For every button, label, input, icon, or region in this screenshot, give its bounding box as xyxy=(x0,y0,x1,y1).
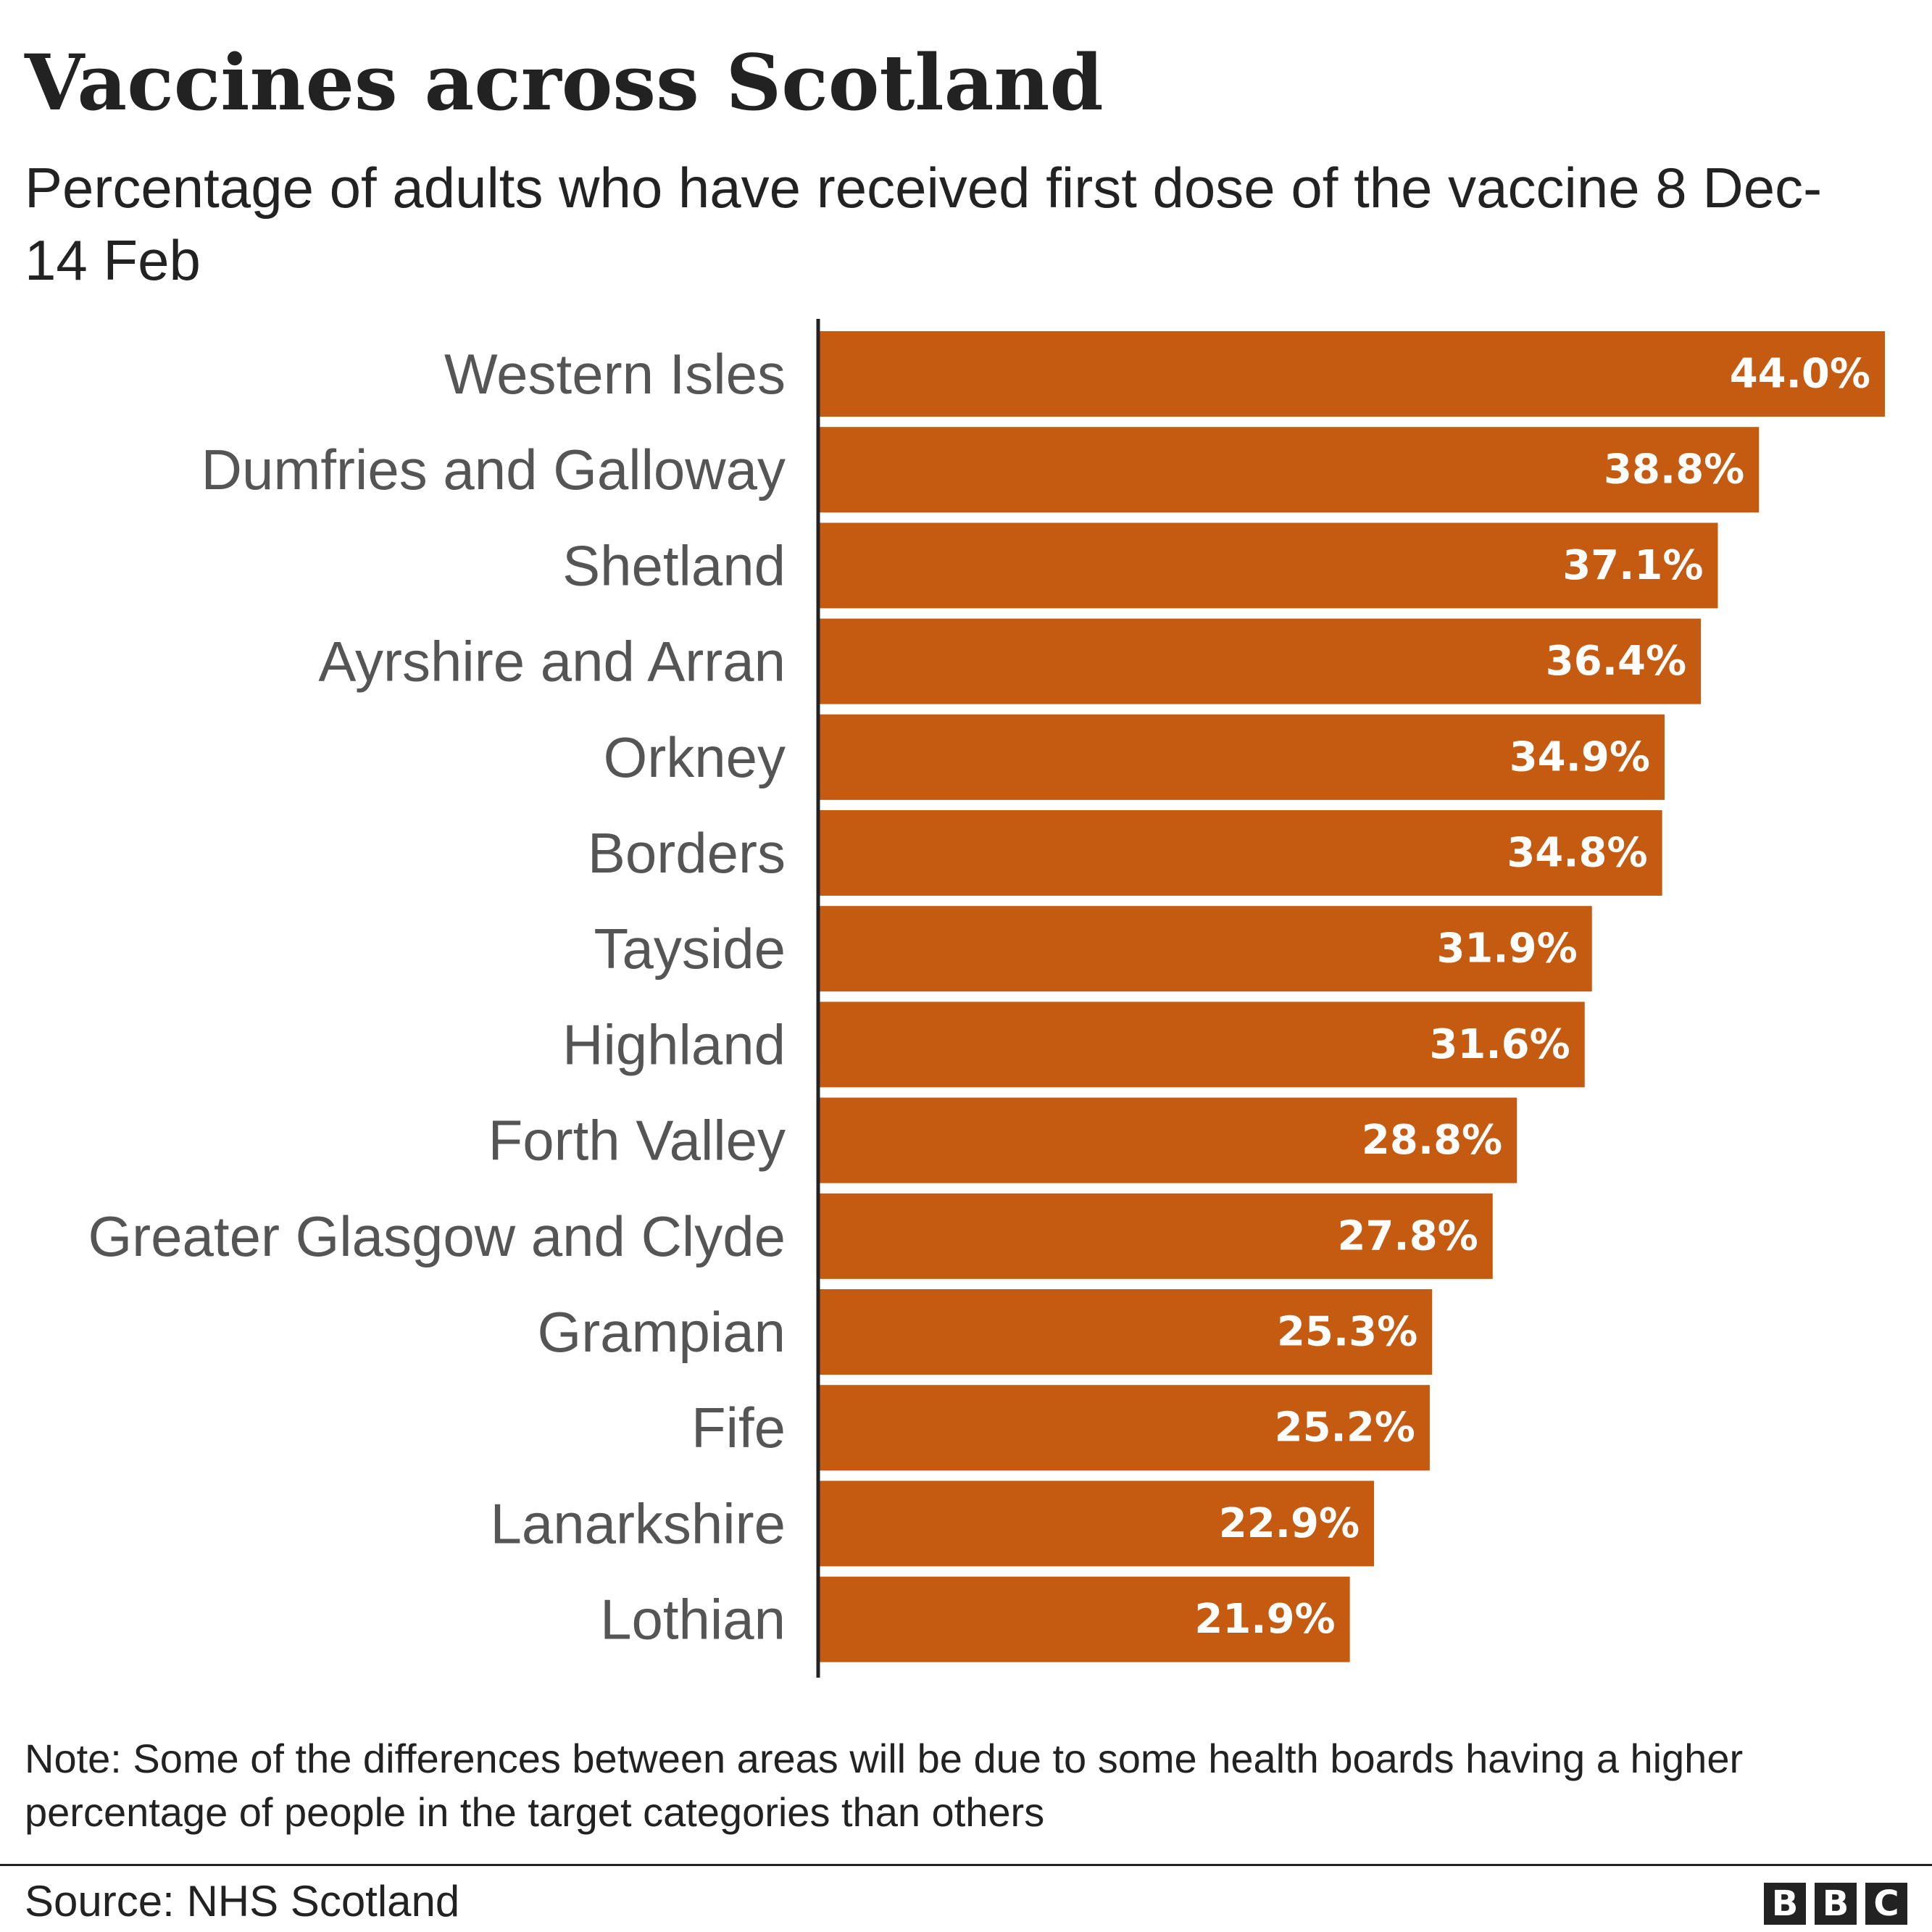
bar-western-isles xyxy=(820,331,1885,417)
bbc-logo: B B C xyxy=(1764,1883,1907,1925)
value-label: 25.2% xyxy=(1275,1404,1415,1452)
category-label: Greater Glasgow and Clyde xyxy=(88,1204,786,1268)
value-label: 27.8% xyxy=(1337,1212,1478,1259)
footer-divider xyxy=(0,1864,1932,1866)
bar-lothian xyxy=(820,1576,1350,1662)
value-label: 36.4% xyxy=(1546,638,1686,685)
bar-tayside xyxy=(820,906,1592,992)
bar-lanarkshire xyxy=(820,1481,1375,1567)
bar-fife xyxy=(820,1385,1430,1471)
value-label: 21.9% xyxy=(1194,1596,1335,1643)
value-label: 31.6% xyxy=(1429,1021,1570,1068)
bar-orkney xyxy=(820,714,1665,800)
category-label: Highland xyxy=(562,1012,786,1076)
value-label: 37.1% xyxy=(1562,542,1703,589)
chart-note: Note: Some of the differences between ar… xyxy=(25,1736,1744,1836)
source-label: Source: NHS Scotland xyxy=(25,1877,460,1925)
category-label: Tayside xyxy=(594,917,786,980)
value-label: 38.8% xyxy=(1604,446,1744,494)
category-label: Borders xyxy=(588,821,786,885)
category-label: Shetland xyxy=(562,533,786,597)
value-label: 28.8% xyxy=(1362,1117,1502,1164)
value-label: 25.3% xyxy=(1277,1309,1417,1356)
category-label: Dumfries and Galloway xyxy=(201,438,786,501)
value-label: 22.9% xyxy=(1219,1500,1360,1547)
bbc-logo-letter: C xyxy=(1865,1883,1907,1925)
category-label: Orkney xyxy=(604,725,786,789)
category-label: Grampian xyxy=(538,1300,786,1364)
bbc-logo-letter: B xyxy=(1764,1883,1806,1925)
category-label: Forth Valley xyxy=(488,1109,786,1173)
value-label: 31.9% xyxy=(1436,925,1577,973)
category-label: Lothian xyxy=(600,1588,786,1652)
bar-forth-valley xyxy=(820,1097,1517,1183)
category-label: Fife xyxy=(691,1396,786,1460)
value-label: 34.8% xyxy=(1507,830,1647,877)
bar-ayrshire-and-arran xyxy=(820,618,1702,704)
chart-subtitle: Percentage of adults who have received f… xyxy=(25,156,1823,292)
bar-grampian xyxy=(820,1289,1433,1375)
value-label: 34.9% xyxy=(1510,733,1650,780)
category-label: Western Isles xyxy=(444,342,786,406)
category-label: Lanarkshire xyxy=(490,1491,786,1555)
category-label: Ayrshire and Arran xyxy=(318,630,786,694)
chart-title: Vaccines across Scotland xyxy=(25,37,1104,128)
bar-chart: Western Isles 44.0% Dumfries and Galloway 3… xyxy=(88,319,1885,1678)
bbc-logo-letter: B xyxy=(1815,1883,1857,1925)
bar-highland xyxy=(820,1002,1585,1088)
bar-shetland xyxy=(820,522,1718,609)
value-label: 44.0% xyxy=(1730,351,1870,398)
bar-borders xyxy=(820,810,1662,896)
bar-dumfries-and-galloway xyxy=(820,427,1760,513)
bar-greater-glasgow-and-clyde xyxy=(820,1193,1493,1279)
